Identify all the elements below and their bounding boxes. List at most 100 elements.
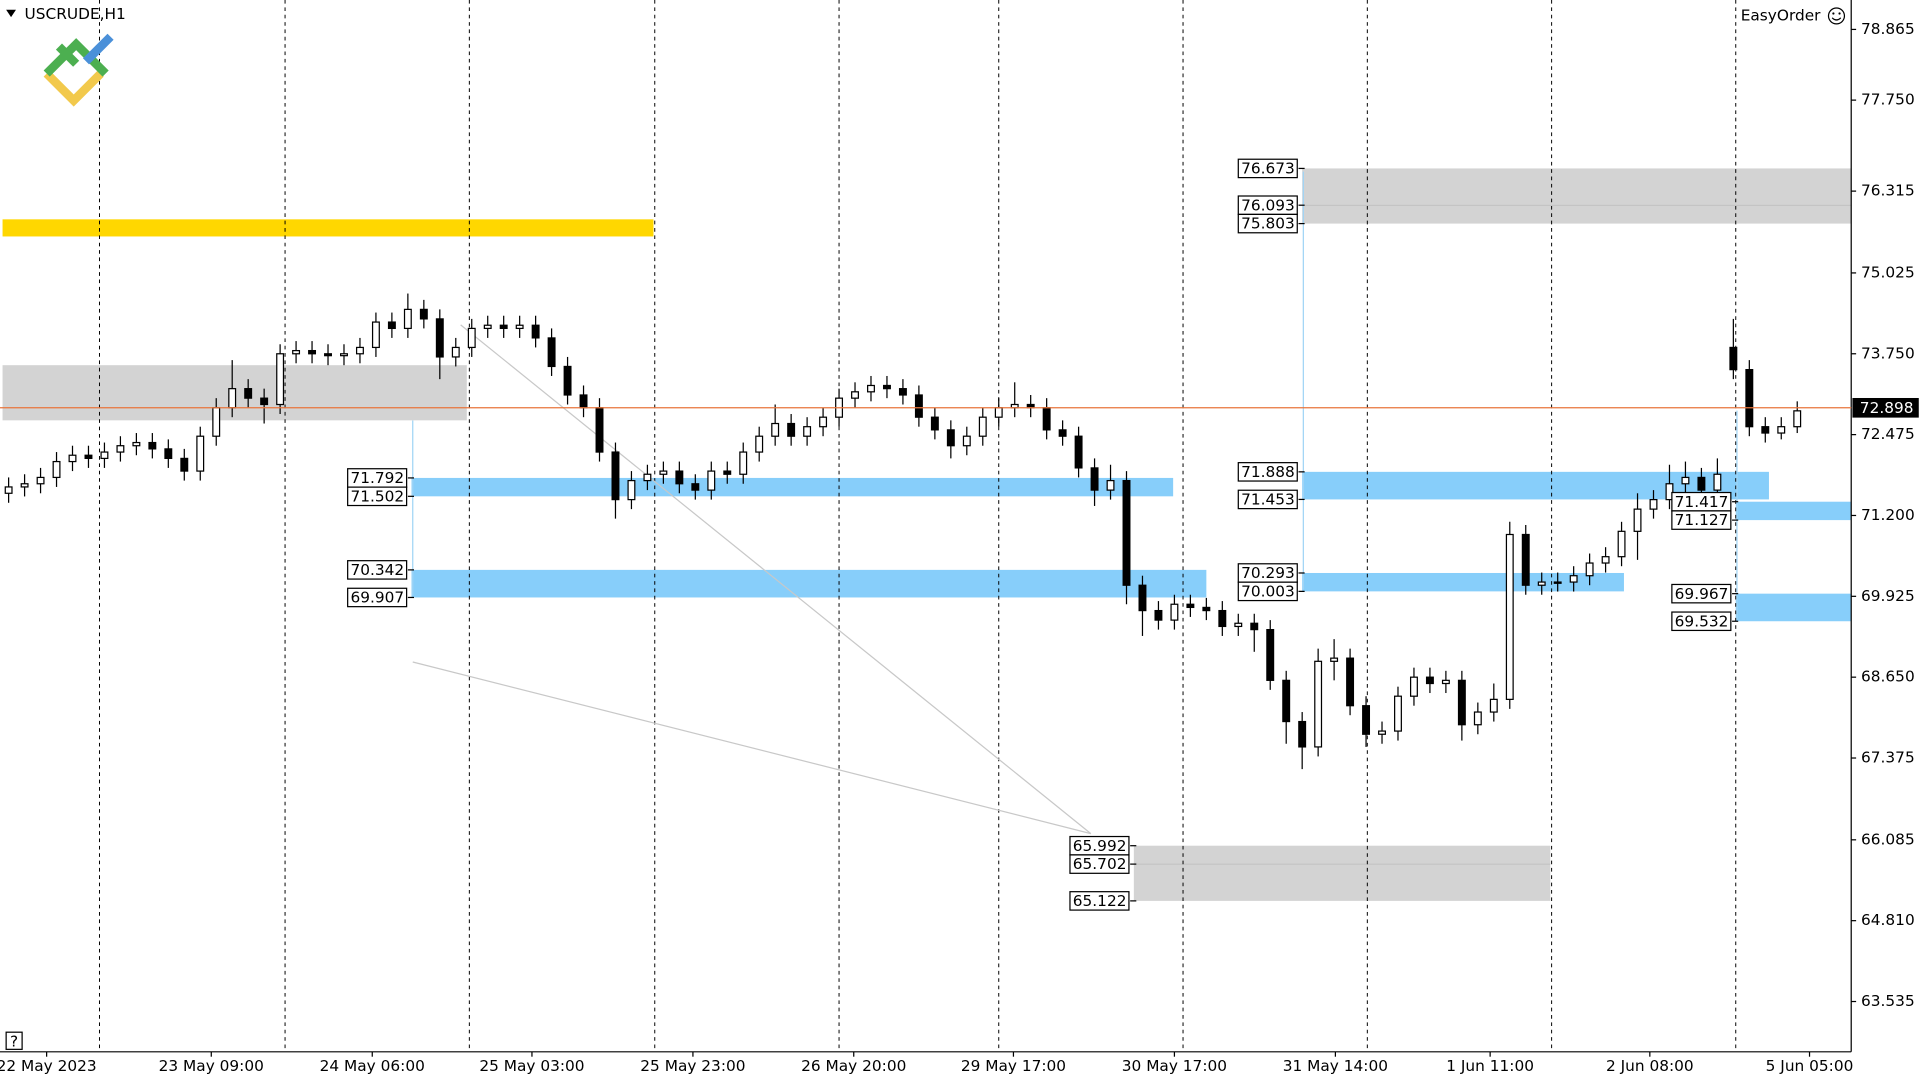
candle-body (1633, 508, 1642, 532)
candle-body (1489, 698, 1498, 713)
level-label: 71.453 (1241, 491, 1295, 509)
candle-body (867, 384, 875, 393)
candle-body (819, 416, 828, 428)
candle-body (1409, 676, 1418, 697)
level-label-box (1069, 891, 1130, 911)
level-label-box (1069, 854, 1130, 874)
candle-body (1202, 606, 1211, 612)
candle-body (739, 451, 748, 475)
candle-body (164, 448, 173, 460)
y-tick-label: 69.925 (1861, 587, 1915, 605)
candle-body (755, 435, 764, 453)
candle-body (499, 324, 508, 330)
candle-body (1314, 660, 1323, 748)
candle-body (1346, 657, 1355, 707)
bands (2, 168, 1852, 901)
zone (1735, 593, 1852, 622)
x-tick-label: 2 Jun 08:00 (1606, 1057, 1694, 1075)
candle-body (1154, 609, 1163, 621)
zone (411, 477, 1174, 497)
candle-body (882, 384, 891, 390)
candle-body (148, 441, 157, 450)
candle-body (1665, 483, 1674, 501)
x-tick-label: 25 May 03:00 (479, 1057, 584, 1075)
candle-body (308, 349, 317, 355)
candle-body (1266, 628, 1275, 681)
candle-body (803, 426, 812, 437)
candle-body (1362, 705, 1371, 735)
candle-body (659, 470, 668, 475)
candle-body (435, 318, 444, 358)
candle-body (1713, 473, 1722, 491)
candle-body (355, 346, 364, 355)
candle-body (771, 422, 780, 437)
candle-body (1298, 720, 1307, 748)
candle-body (1042, 407, 1051, 431)
candle-body (403, 308, 412, 330)
help-button[interactable] (5, 1031, 23, 1050)
candle-body (1234, 622, 1243, 628)
level-label-box (1237, 462, 1298, 482)
trend-line (460, 324, 1092, 835)
candle-body (1601, 556, 1610, 564)
candle-body (787, 422, 796, 437)
candle-body (1569, 575, 1578, 583)
y-tick-label: 76.315 (1861, 182, 1915, 200)
candle-body (1090, 467, 1099, 491)
candle-body (691, 483, 700, 491)
candle-body (994, 407, 1003, 418)
y-tick-label: 77.750 (1861, 91, 1915, 109)
y-tick-label: 72.475 (1861, 425, 1915, 443)
help-icon[interactable]: ? (10, 1033, 18, 1051)
candle-body (228, 388, 237, 409)
level-label-box (1237, 581, 1298, 602)
level-label-box (1671, 611, 1732, 632)
x-tick-label: 5 Jun 05:00 (1766, 1057, 1854, 1075)
x-tick-label: 31 May 14:00 (1283, 1057, 1388, 1075)
candle-body (1729, 346, 1738, 371)
candle-body (196, 435, 205, 472)
level-label: 71.792 (350, 469, 404, 487)
symbol-menu-icon[interactable] (6, 9, 16, 18)
candle-body (340, 353, 348, 357)
level-label: 71.127 (1675, 511, 1729, 529)
chart-title: USCRUDE,H1 (25, 5, 126, 23)
x-tick-label: 22 May 2023 (0, 1057, 97, 1075)
y-tick-label: 67.375 (1861, 749, 1915, 767)
level-label: 65.992 (1073, 837, 1127, 855)
candle-body (212, 407, 221, 437)
level-label: 71.888 (1241, 463, 1295, 481)
candle-body (419, 308, 428, 320)
candles (4, 293, 1802, 770)
candle-body (68, 454, 77, 463)
x-tick-label: 25 May 23:00 (640, 1057, 745, 1075)
smiley-icon[interactable] (1827, 7, 1846, 25)
candle-body (1250, 622, 1259, 631)
y-tick-label: 71.200 (1861, 506, 1915, 524)
brand-label[interactable]: EasyOrder (1741, 6, 1821, 24)
candle-body (1122, 479, 1131, 586)
level-label: 71.417 (1675, 493, 1729, 511)
candle-body (20, 483, 29, 488)
candle-body (1074, 435, 1083, 469)
trend-line (412, 661, 1091, 835)
candle-body (371, 321, 380, 349)
candle-body (1681, 476, 1690, 485)
y-tick-label: 73.750 (1861, 344, 1915, 362)
candle-body (723, 470, 732, 475)
zone (411, 569, 1207, 598)
x-tick-label: 24 May 06:00 (320, 1057, 425, 1075)
candle-body (1761, 426, 1770, 434)
level-label: 65.702 (1073, 855, 1127, 873)
y-tick-label: 63.535 (1861, 992, 1915, 1010)
candle-body (515, 324, 524, 330)
y-tick-label: 64.810 (1861, 911, 1915, 929)
candle-body (100, 451, 109, 460)
x-tick-label: 29 May 17:00 (961, 1057, 1066, 1075)
level-label: 69.532 (1675, 612, 1729, 630)
candle-body (1457, 679, 1466, 726)
candle-body (1441, 679, 1450, 685)
level-label-box (347, 486, 408, 507)
